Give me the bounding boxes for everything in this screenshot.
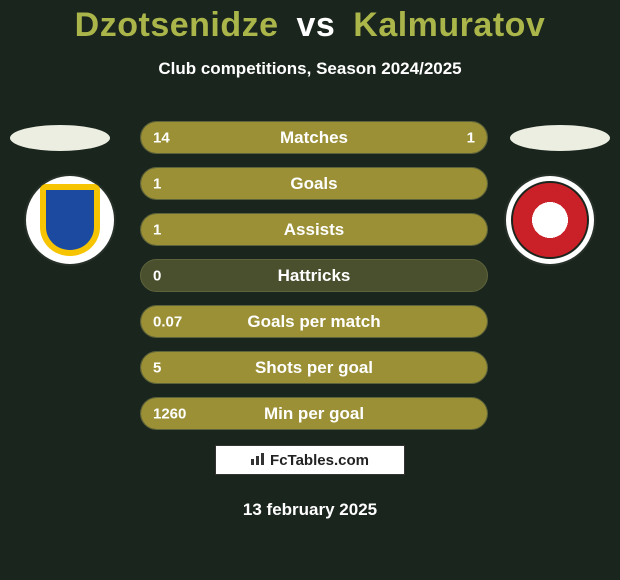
- stat-label: Hattricks: [278, 266, 351, 286]
- player1-name: Dzotsenidze: [75, 6, 279, 44]
- subtitle: Club competitions, Season 2024/2025: [0, 59, 620, 79]
- date-label: 13 february 2025: [243, 500, 377, 520]
- stats-bars: 14 1 Matches 1 Goals 1 Assists 0 Hattricks 0.07 Go…: [140, 121, 488, 443]
- stat-bar: 1 Goals: [140, 167, 488, 200]
- stat-value-left: 14: [153, 129, 170, 146]
- ellipse-decoration-left: [10, 125, 110, 151]
- fctables-badge[interactable]: FcTables.com: [215, 445, 405, 475]
- stat-bar: 1 Assists: [140, 213, 488, 246]
- stat-bar: 5 Shots per goal: [140, 351, 488, 384]
- mfk-crest-icon: [40, 184, 100, 256]
- stat-value-left: 0.07: [153, 313, 182, 330]
- kaysar-crest-icon: [511, 181, 589, 259]
- stat-bar: 1260 Min per goal: [140, 397, 488, 430]
- stat-label: Goals: [290, 174, 337, 194]
- stat-label: Matches: [280, 128, 348, 148]
- stat-label: Shots per goal: [255, 358, 373, 378]
- chart-icon: [251, 453, 265, 468]
- ellipse-decoration-right: [510, 125, 610, 151]
- stat-bar: 0.07 Goals per match: [140, 305, 488, 338]
- fctables-label: FcTables.com: [270, 452, 369, 469]
- stat-value-left: 1260: [153, 405, 186, 422]
- stat-value-left: 5: [153, 359, 161, 376]
- team-badge-left: [26, 176, 114, 264]
- stat-value-left: 1: [153, 221, 161, 238]
- stat-bar: 0 Hattricks: [140, 259, 488, 292]
- team-badge-right: [506, 176, 594, 264]
- vs-text: vs: [296, 6, 335, 44]
- player2-name: Kalmuratov: [353, 6, 545, 44]
- stat-label: Min per goal: [264, 404, 364, 424]
- stat-value-right: 1: [467, 129, 475, 146]
- stat-value-left: 0: [153, 267, 161, 284]
- stat-label: Goals per match: [247, 312, 380, 332]
- page-title: Dzotsenidze vs Kalmuratov: [0, 0, 620, 45]
- stat-value-left: 1: [153, 175, 161, 192]
- stat-bar: 14 1 Matches: [140, 121, 488, 154]
- stat-label: Assists: [284, 220, 344, 240]
